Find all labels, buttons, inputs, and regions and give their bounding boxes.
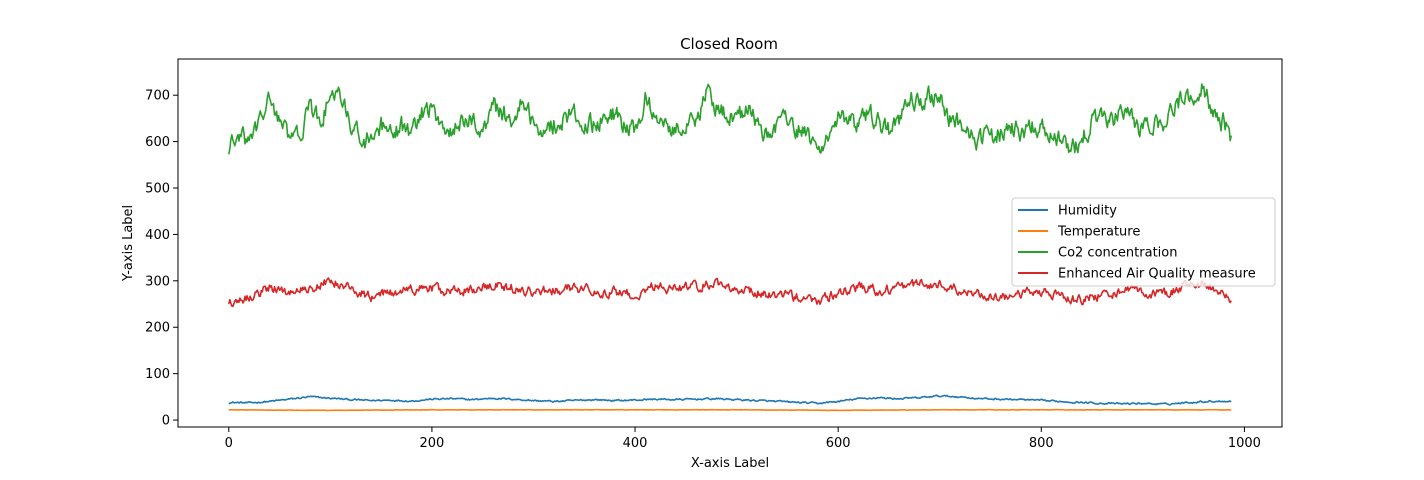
y-tick-label: 100 [145,367,170,382]
legend-label: Temperature [1057,225,1140,240]
series-layer [227,83,1233,412]
x-tick-label: 600 [826,436,851,451]
series-line-enhanced-air-quality-measure [228,277,1232,308]
x-tick-label: 400 [623,436,648,451]
y-tick-label: 500 [145,182,170,197]
legend-label: Enhanced Air Quality measure [1058,267,1256,282]
y-tick-label: 200 [145,321,170,336]
y-tick-label: 600 [145,135,170,150]
legend-label: Co2 concentration [1058,246,1177,261]
x-axis: 0 200 400 600 800 1000 [225,427,1261,451]
y-tick-label: 300 [145,274,170,289]
series-line-co2-concentration [227,83,1233,155]
x-tick-label: 200 [419,436,444,451]
chart-title: Closed Room [680,35,778,53]
legend-label: Humidity [1058,204,1117,219]
y-tick-label: 0 [162,414,170,429]
y-tick-label: 400 [145,228,170,243]
y-axis: 0 100 200 300 400 500 600 700 [145,89,178,429]
legend-box [1011,197,1276,287]
series-line-temperature [228,408,1232,412]
y-axis-label: Y-axis Label [121,205,136,282]
legend: Humidity Temperature Co2 concentration Enha… [1011,197,1276,287]
x-axis-label: X-axis Label [691,456,769,471]
x-tick-label: 0 [225,436,233,451]
x-tick-label: 800 [1029,436,1054,451]
x-tick-label: 1000 [1228,436,1261,451]
y-tick-label: 700 [145,89,170,104]
series-line-humidity [228,394,1232,406]
plot-area-frame [177,58,1283,428]
